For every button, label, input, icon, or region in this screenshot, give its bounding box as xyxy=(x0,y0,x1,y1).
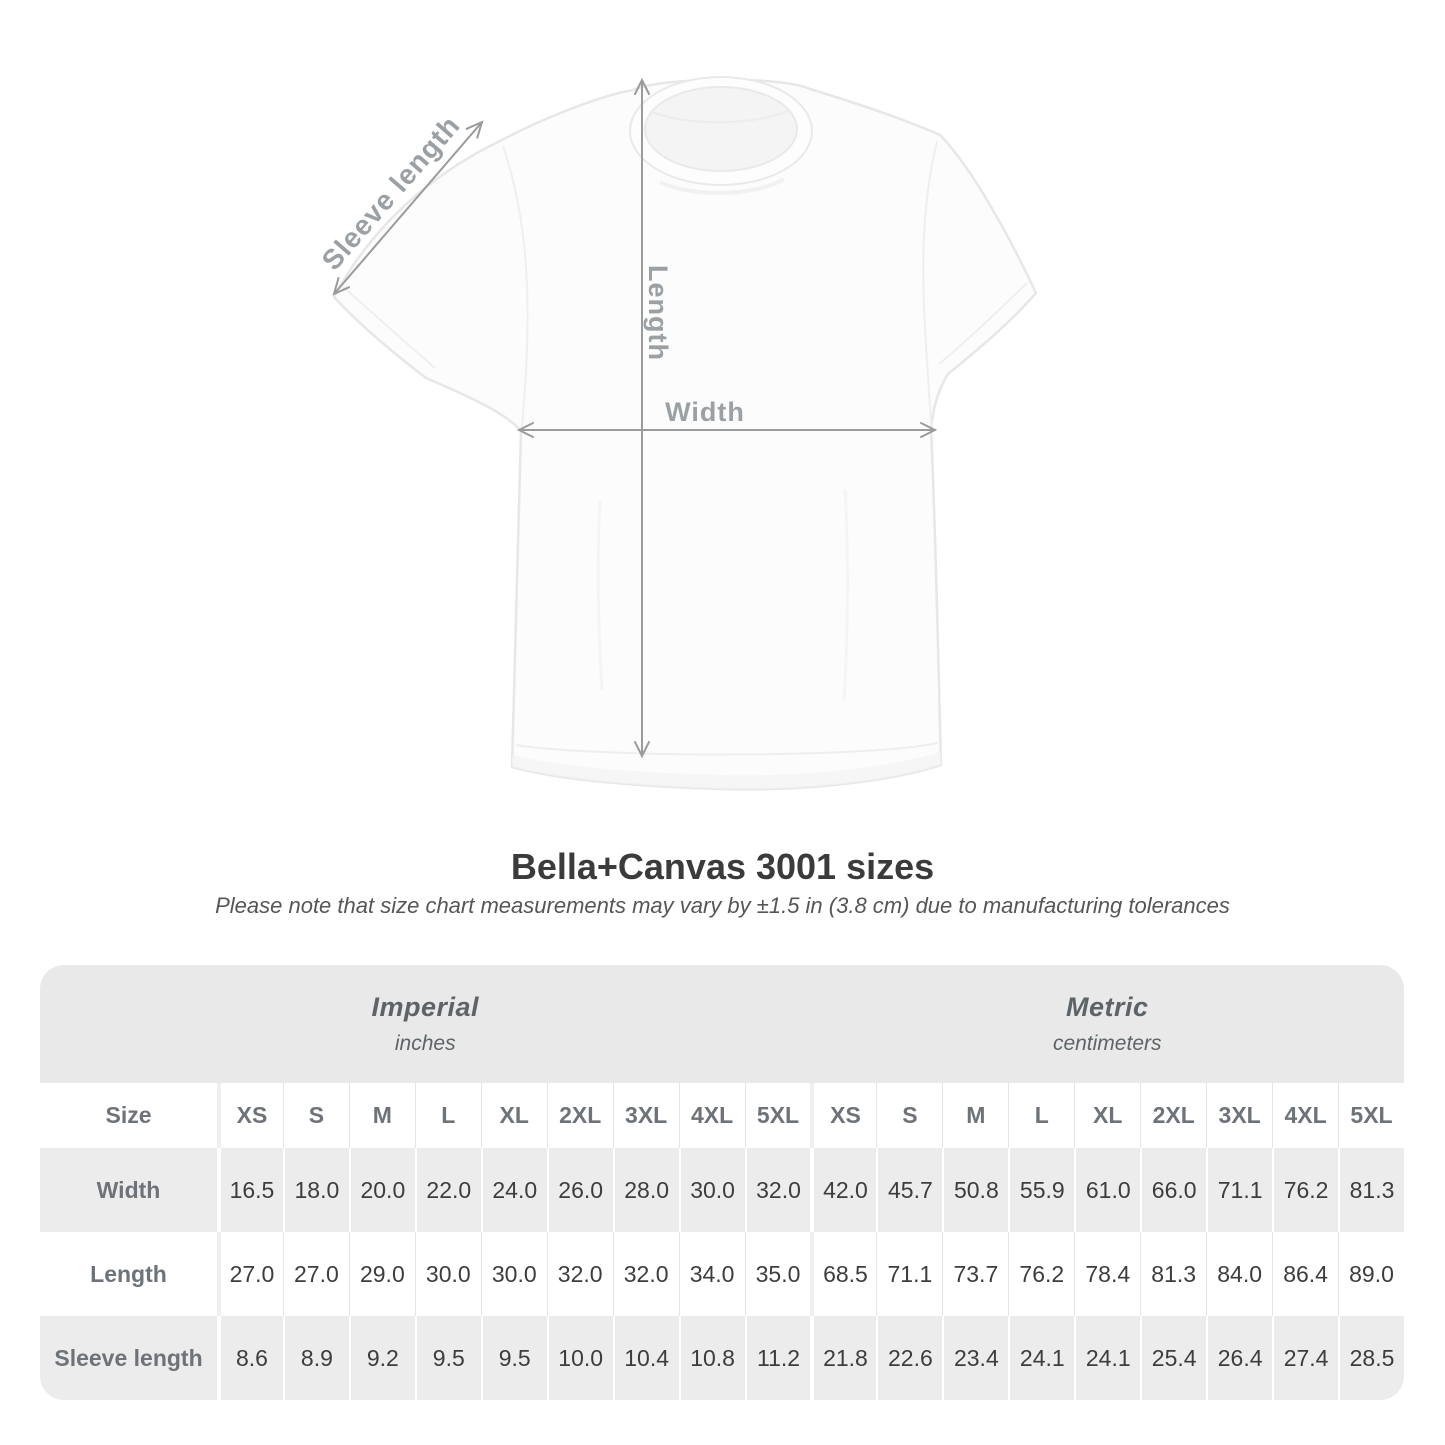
size-cell: S xyxy=(282,1083,349,1148)
value-cell: 22.6 xyxy=(876,1316,943,1400)
value-cell: 50.8 xyxy=(942,1148,1009,1232)
size-cell: 4XL xyxy=(678,1083,745,1148)
size-cell: 5XL xyxy=(744,1083,811,1148)
value-cell: 11.2 xyxy=(744,1316,811,1400)
value-cell: 81.3 xyxy=(1140,1232,1207,1316)
size-cell: 4XL xyxy=(1272,1083,1339,1148)
value-cell: 21.8 xyxy=(810,1316,877,1400)
value-cell: 28.5 xyxy=(1338,1316,1404,1400)
row-label-length: Length xyxy=(40,1232,217,1316)
size-cell: 2XL xyxy=(1140,1083,1207,1148)
page-title: Bella+Canvas 3001 sizes xyxy=(510,846,935,887)
value-cell: 10.8 xyxy=(678,1316,745,1400)
value-cell: 76.2 xyxy=(1008,1232,1075,1316)
tshirt-diagram: Sleeve length Length Width xyxy=(316,76,1038,791)
size-cell: XL xyxy=(480,1083,547,1148)
value-cell: 10.4 xyxy=(612,1316,679,1400)
value-cell: 32.0 xyxy=(546,1232,613,1316)
value-cell: 35.0 xyxy=(744,1232,811,1316)
value-cell: 42.0 xyxy=(810,1148,877,1232)
unit-header-imperial-label: Imperial xyxy=(371,992,480,1022)
value-cell: 9.5 xyxy=(414,1316,481,1400)
value-cell: 10.0 xyxy=(546,1316,613,1400)
width-arrow xyxy=(516,422,938,438)
value-cell: 24.1 xyxy=(1008,1316,1075,1400)
value-cell: 68.5 xyxy=(810,1232,877,1316)
value-cell: 30.0 xyxy=(480,1232,547,1316)
value-cell: 71.1 xyxy=(876,1232,943,1316)
value-cell: 55.9 xyxy=(1008,1148,1075,1232)
value-cell: 9.5 xyxy=(480,1316,547,1400)
value-cell: 24.1 xyxy=(1074,1316,1141,1400)
value-cell: 34.0 xyxy=(678,1232,745,1316)
value-cell: 29.0 xyxy=(348,1232,415,1316)
size-cell: 3XL xyxy=(1206,1083,1273,1148)
tshirt-image xyxy=(332,76,1038,791)
value-cell: 26.4 xyxy=(1206,1316,1273,1400)
value-cell: 9.2 xyxy=(348,1316,415,1400)
width-label: Width xyxy=(665,397,745,427)
page-subtitle: Please note that size chart measurements… xyxy=(215,893,1230,918)
value-cell: 73.7 xyxy=(942,1232,1009,1316)
size-cell: S xyxy=(876,1083,943,1148)
length-arrow xyxy=(634,77,650,759)
size-cell: XL xyxy=(1074,1083,1141,1148)
value-cell: 27.0 xyxy=(217,1232,283,1316)
value-cell: 71.1 xyxy=(1206,1148,1273,1232)
length-label: Length xyxy=(643,265,673,361)
value-cell: 23.4 xyxy=(942,1316,1009,1400)
value-cell: 45.7 xyxy=(876,1148,943,1232)
size-cell: L xyxy=(414,1083,481,1148)
tshirt-graphic: Sleeve length Length Width xyxy=(316,76,1038,791)
row-label-width: Width xyxy=(40,1148,217,1232)
value-cell: 22.0 xyxy=(414,1148,481,1232)
size-cell: 2XL xyxy=(546,1083,613,1148)
unit-header-metric-sublabel: centimeters xyxy=(1052,1032,1162,1055)
sleeve-length-arrow xyxy=(332,120,484,296)
value-cell: 78.4 xyxy=(1074,1232,1141,1316)
size-cell: 5XL xyxy=(1338,1083,1404,1148)
size-table: Imperial inches Metric centimeters Size … xyxy=(40,965,1404,1400)
size-cell: 3XL xyxy=(612,1083,679,1148)
size-cell: XS xyxy=(217,1083,283,1148)
unit-header-imperial-sublabel: inches xyxy=(394,1032,456,1055)
value-cell: 26.0 xyxy=(546,1148,613,1232)
size-cell: M xyxy=(348,1083,415,1148)
value-cell: 32.0 xyxy=(744,1148,811,1232)
value-cell: 30.0 xyxy=(414,1232,481,1316)
value-cell: 20.0 xyxy=(348,1148,415,1232)
size-cell: XS xyxy=(810,1083,877,1148)
value-cell: 27.4 xyxy=(1272,1316,1339,1400)
size-header-cell: Size xyxy=(40,1083,217,1148)
value-cell: 61.0 xyxy=(1074,1148,1141,1232)
size-cell: L xyxy=(1008,1083,1075,1148)
size-cell: M xyxy=(942,1083,1009,1148)
value-cell: 76.2 xyxy=(1272,1148,1339,1232)
value-cell: 28.0 xyxy=(612,1148,679,1232)
value-cell: 8.6 xyxy=(217,1316,283,1400)
value-cell: 66.0 xyxy=(1140,1148,1207,1232)
unit-header-imperial: Imperial inches xyxy=(40,965,811,1083)
value-cell: 27.0 xyxy=(282,1232,349,1316)
value-cell: 89.0 xyxy=(1338,1232,1404,1316)
value-cell: 32.0 xyxy=(612,1232,679,1316)
value-cell: 86.4 xyxy=(1272,1232,1339,1316)
value-cell: 24.0 xyxy=(480,1148,547,1232)
value-cell: 8.9 xyxy=(282,1316,349,1400)
row-label-sleeve-length: Sleeve length xyxy=(40,1316,217,1400)
value-cell: 25.4 xyxy=(1140,1316,1207,1400)
value-cell: 84.0 xyxy=(1206,1232,1273,1316)
unit-header-metric-label: Metric xyxy=(1065,992,1149,1022)
unit-header-metric: Metric centimeters xyxy=(810,965,1404,1083)
value-cell: 18.0 xyxy=(282,1148,349,1232)
value-cell: 16.5 xyxy=(217,1148,283,1232)
value-cell: 30.0 xyxy=(678,1148,745,1232)
value-cell: 81.3 xyxy=(1338,1148,1404,1232)
